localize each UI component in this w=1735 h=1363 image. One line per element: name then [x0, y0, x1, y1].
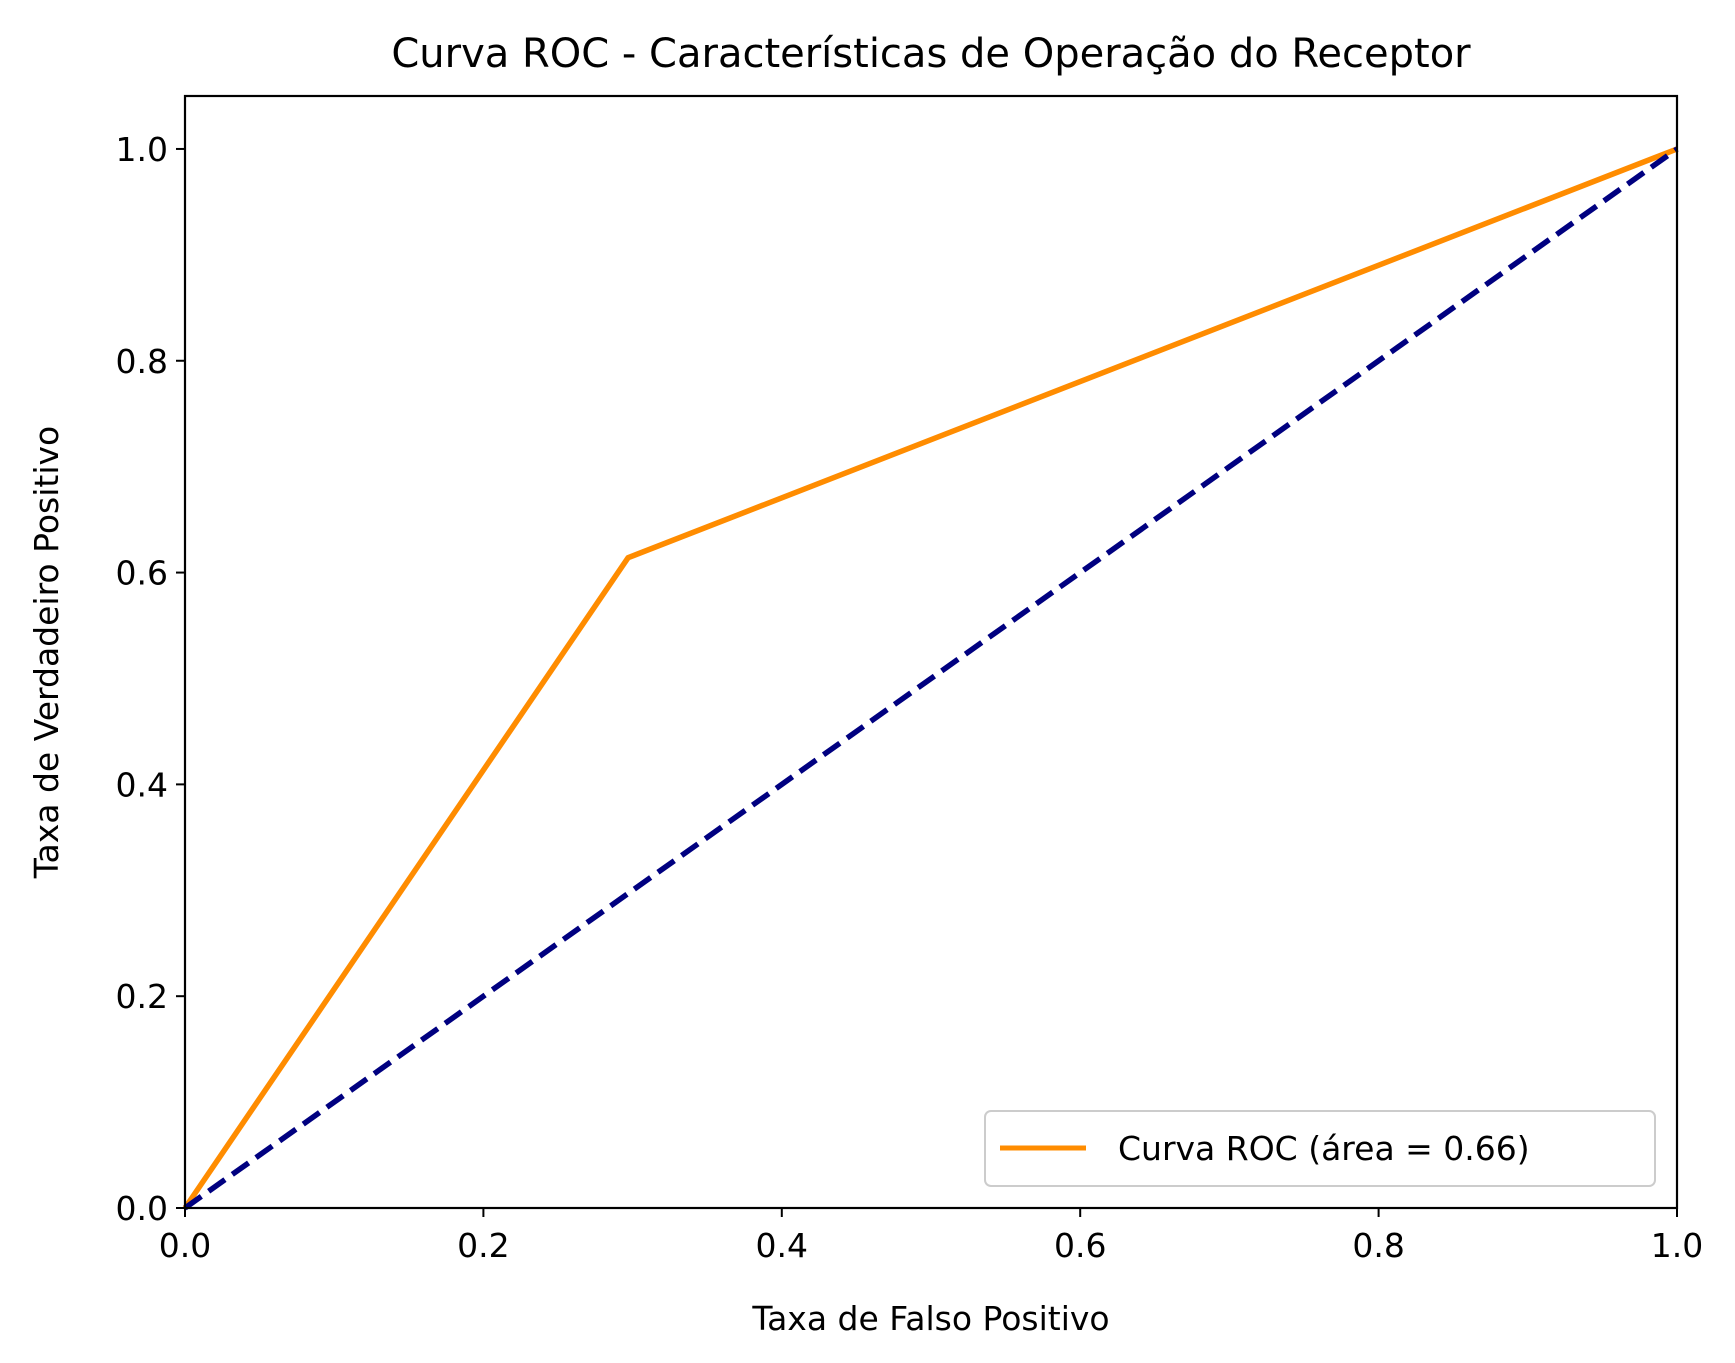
y-tick-label: 0.0 — [116, 1189, 168, 1228]
x-tick-label: 0.8 — [1352, 1226, 1404, 1265]
plot-frame — [183, 94, 1679, 1210]
roc-curve-line — [182, 146, 1678, 1210]
y-axis: 0.0 0.2 0.4 0.6 0.8 1.0 — [116, 130, 185, 1228]
y-tick-label: 0.8 — [116, 342, 168, 381]
chance-diagonal-line — [183, 146, 1679, 1211]
y-tick-label: 0.4 — [116, 765, 168, 804]
legend-label-roc-curve: Curva ROC (área = 0.66) — [1118, 1129, 1530, 1168]
x-tick-label: 0.0 — [159, 1226, 211, 1265]
chart-title: Curva ROC - Características de Operação … — [391, 31, 1471, 77]
x-tick-label: 1.0 — [1651, 1226, 1703, 1265]
y-tick-label: 1.0 — [116, 130, 168, 169]
x-tick-label: 0.2 — [457, 1226, 509, 1265]
y-tick-label: 0.2 — [116, 977, 168, 1016]
legend: Curva ROC (área = 0.66) — [984, 1110, 1656, 1187]
y-tick-label: 0.6 — [116, 554, 168, 593]
x-axis: 0.0 0.2 0.4 0.6 0.8 1.0 — [159, 1208, 1703, 1265]
x-tick-label: 0.4 — [756, 1226, 808, 1265]
series-layer — [182, 146, 1679, 1211]
x-axis-label: Taxa de Falso Positivo — [751, 1299, 1109, 1338]
x-tick-label: 0.6 — [1054, 1226, 1106, 1265]
legend-box — [984, 1110, 1656, 1187]
y-axis-label: Taxa de Verdadeiro Positivo — [27, 426, 66, 879]
